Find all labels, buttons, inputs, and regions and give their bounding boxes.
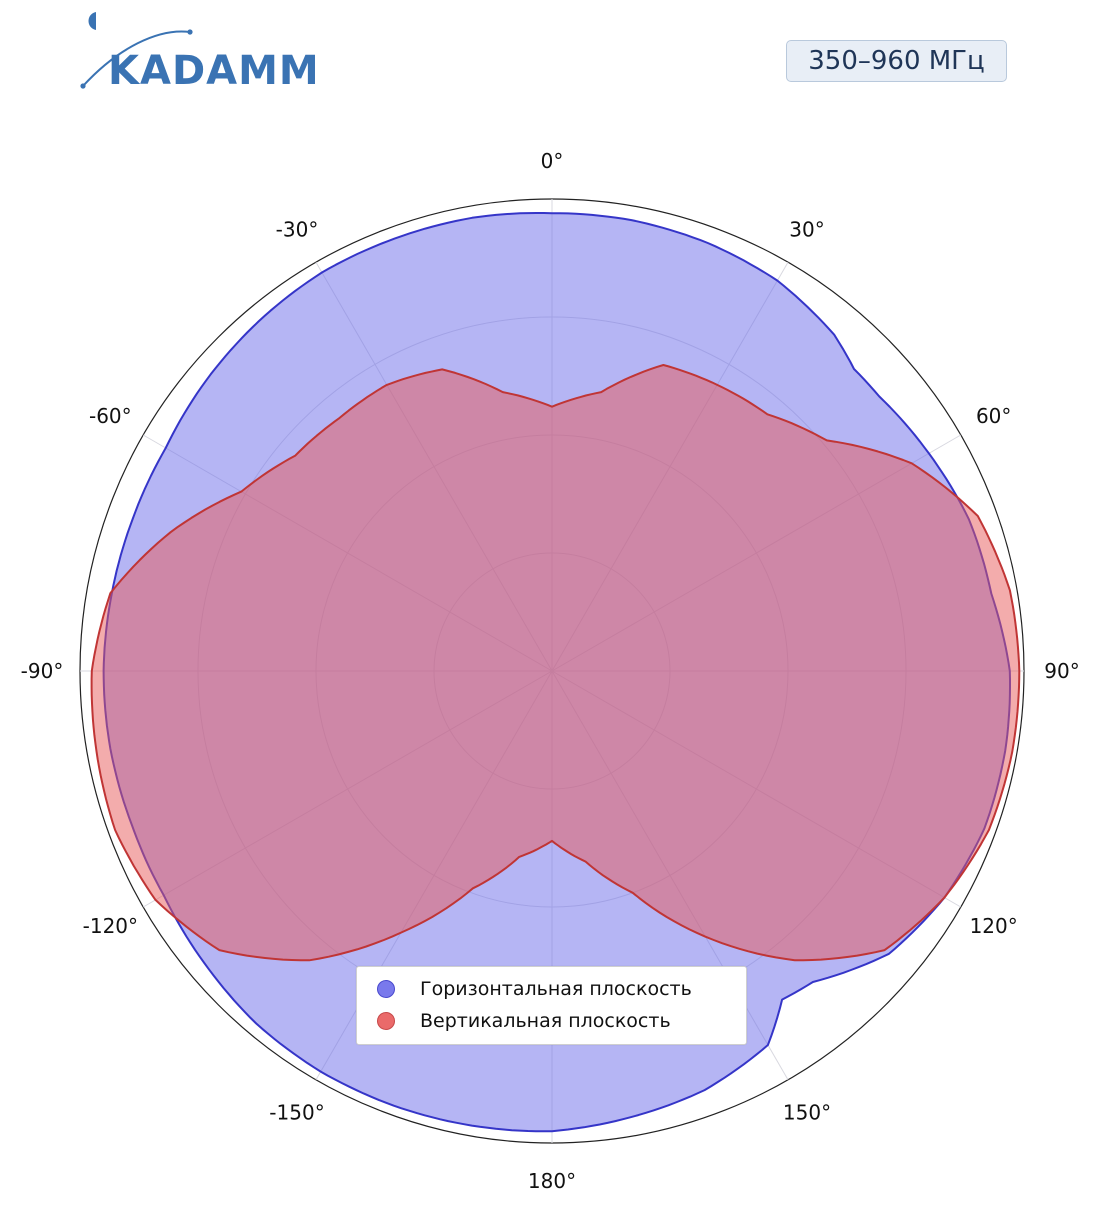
angular-tick-label: -60°: [89, 404, 132, 428]
angular-tick-label: 150°: [783, 1101, 831, 1125]
logo-text: KADAMM: [108, 48, 320, 94]
logo-mark-icon: KADAMM: [80, 12, 320, 94]
angular-tick-label: 0°: [541, 149, 564, 173]
angular-tick-label: 30°: [789, 217, 824, 241]
frequency-badge: 350–960 МГц: [786, 40, 1007, 82]
angular-tick-label: 90°: [1044, 659, 1079, 683]
angular-tick-label: -30°: [276, 217, 319, 241]
kadamm-logo: KADAMM: [78, 8, 368, 98]
angular-tick-label: 180°: [528, 1169, 576, 1193]
angular-tick-label: 60°: [976, 404, 1011, 428]
legend-label-vertical: Вертикальная плоскость: [420, 1010, 671, 1032]
angular-tick-label: -90°: [21, 659, 64, 683]
series-area-1: [90, 364, 1021, 962]
angular-tick-label: -120°: [83, 914, 138, 938]
angular-tick-label: -150°: [269, 1101, 324, 1125]
angular-tick-label: 120°: [970, 914, 1018, 938]
chart-legend: Горизонтальная плоскость Вертикальная пл…: [356, 966, 747, 1045]
legend-marker-horizontal: [377, 980, 395, 998]
legend-label-horizontal: Горизонтальная плоскость: [420, 978, 692, 1000]
legend-marker-vertical: [377, 1012, 395, 1030]
legend-item-vertical: Вертикальная плоскость: [377, 1009, 671, 1033]
legend-item-horizontal: Горизонтальная плоскость: [377, 977, 692, 1001]
angular-tick-labels: 0° 30° 60° 90° 120° 150° 180° -150° -120° -90° -60…: [21, 149, 1080, 1193]
series-layer: [90, 212, 1021, 1133]
